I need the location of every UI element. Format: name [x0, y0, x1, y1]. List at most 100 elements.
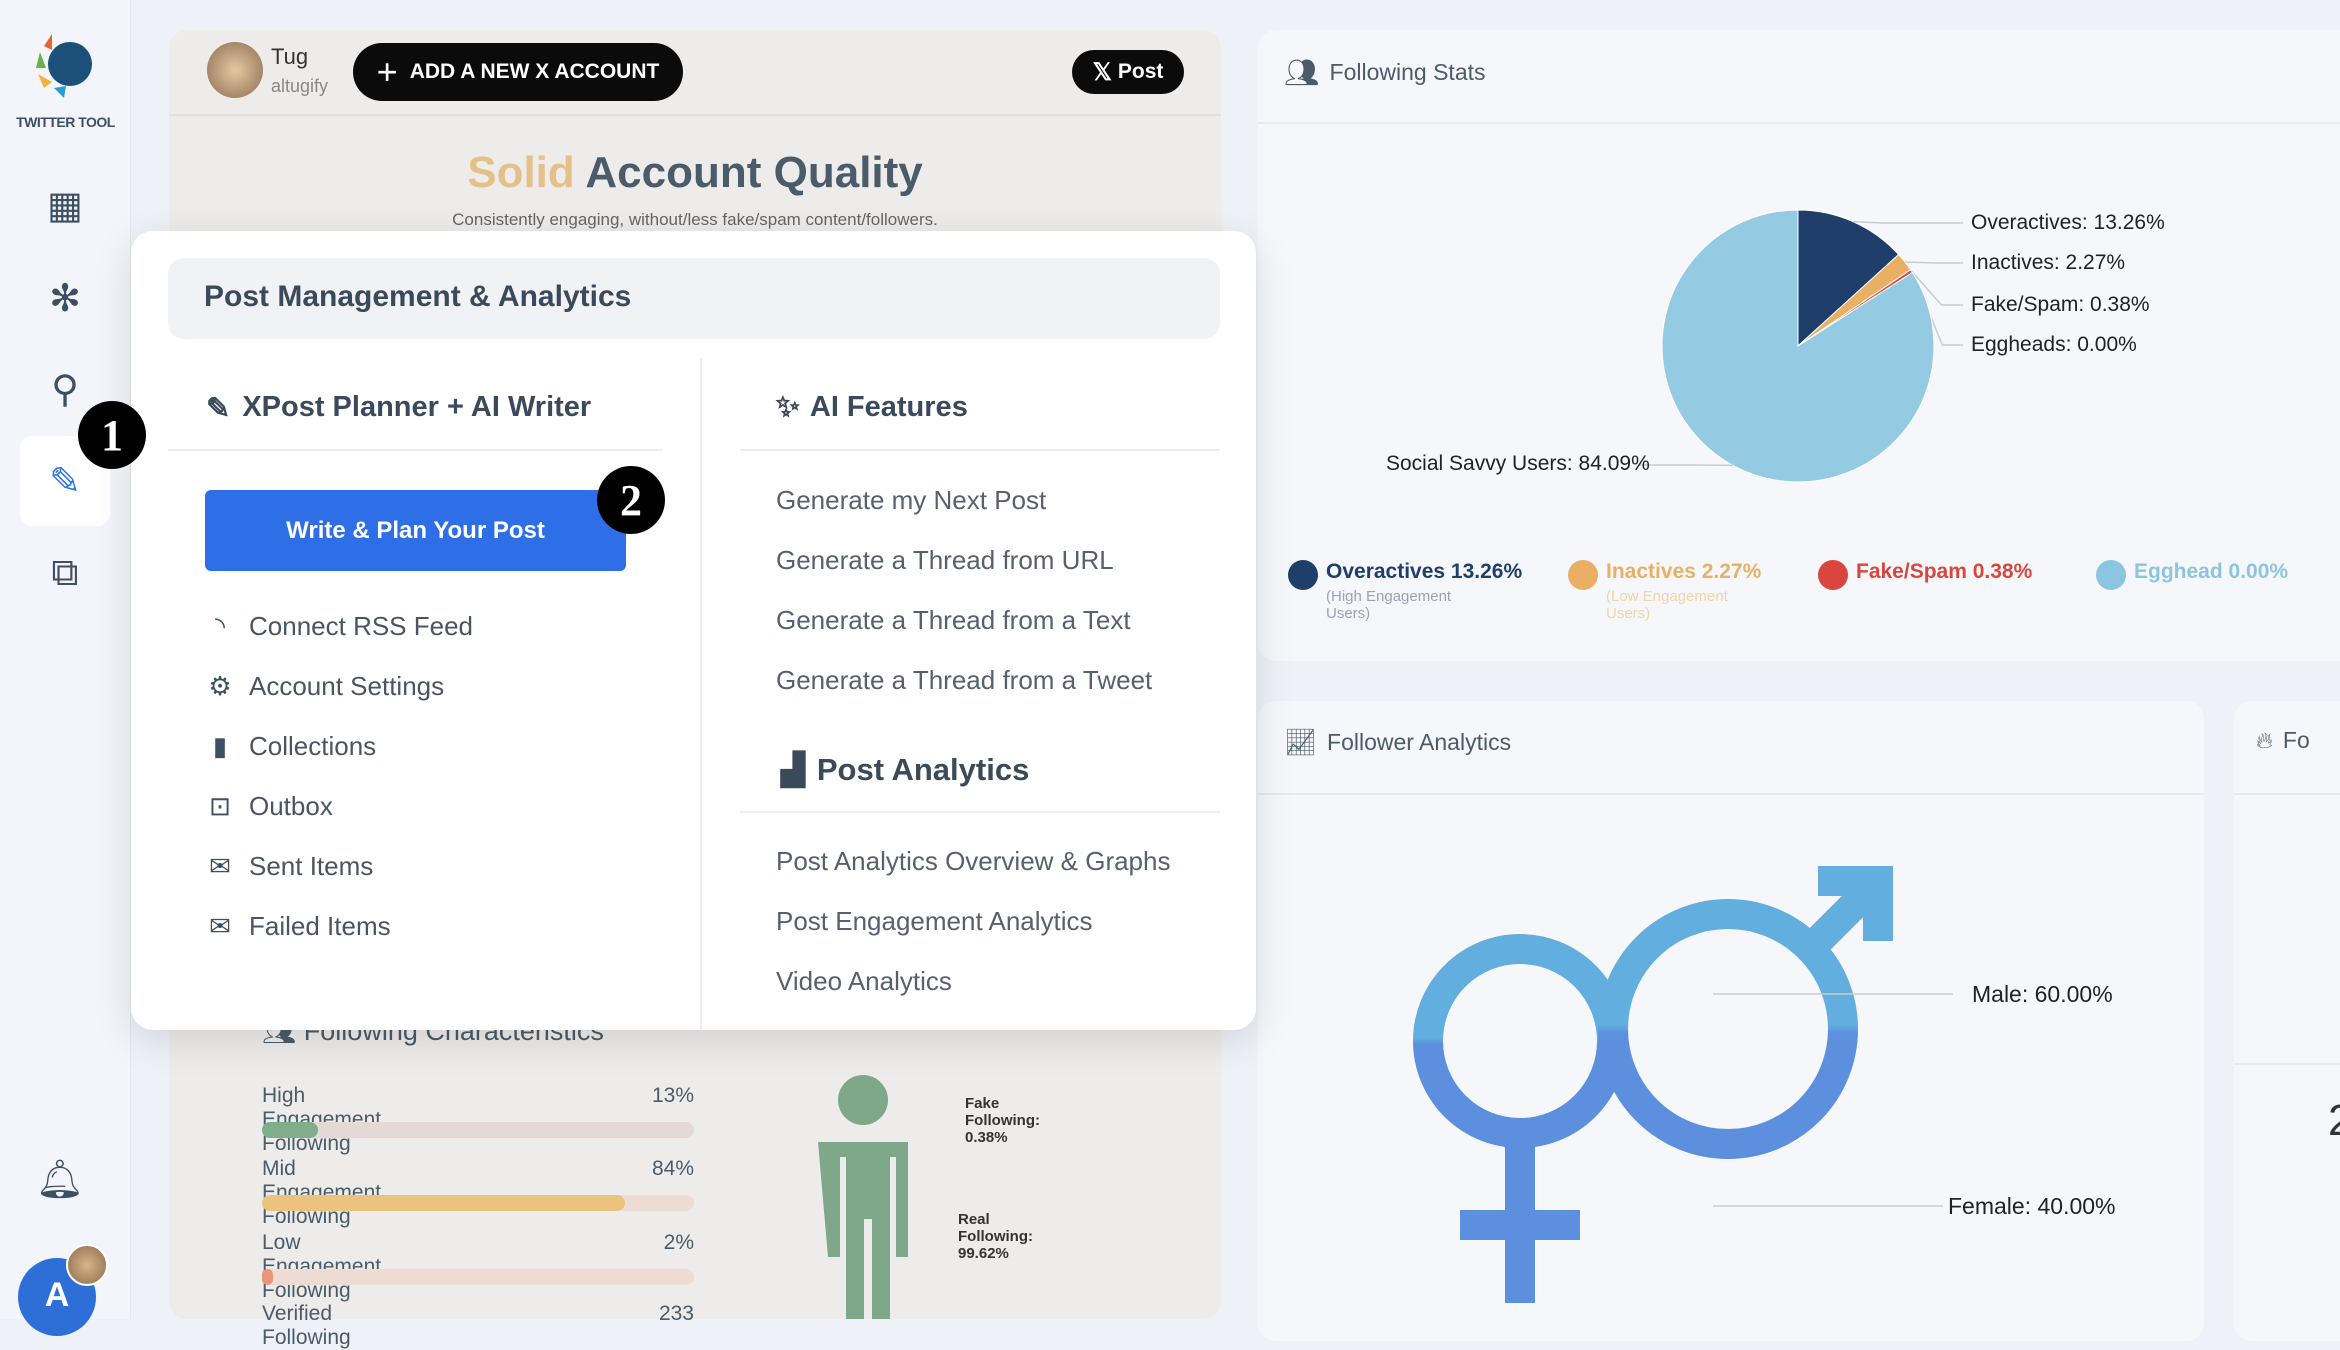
bookmark-icon: ▮ — [205, 731, 235, 762]
high-engagement-value: 13% — [600, 1084, 694, 1108]
divider — [740, 449, 1220, 451]
verified-value: 233 — [600, 1302, 694, 1326]
pie-label-fake: Fake/Spam: 0.38% — [1971, 293, 2150, 317]
high-engagement-fill — [262, 1122, 318, 1138]
pie-label-inactives: Inactives: 2.27% — [1971, 251, 2125, 275]
legend-item: Fake/Spam 0.38% — [1818, 560, 2032, 590]
legend-label: Inactives 2.27% — [1606, 560, 1761, 584]
gear-icon: ⚙ — [205, 671, 235, 702]
step-badge-2: 2 — [597, 466, 665, 534]
ai-feature-link[interactable]: Generate a Thread from a Tweet — [776, 665, 1152, 696]
egg-icon — [2096, 560, 2126, 590]
dashboard-icon[interactable]: ▦ — [20, 160, 110, 250]
ai-features-title: AI Features — [810, 391, 968, 424]
step-badge-1: 1 — [78, 401, 146, 469]
menu-item-collections[interactable]: ▮ Collections — [205, 731, 376, 762]
sidebar: TWITTER TOOL ▦ ✻ ⚲ ✎ ⧉ 🔔︎ A — [0, 0, 131, 1319]
mid-engagement-label: Mid Engagement Following — [262, 1157, 381, 1229]
bar-chart-icon: ▟ — [781, 752, 805, 788]
legend-sublabel: (Low Engagement Users) — [1606, 588, 1756, 622]
magic-wand-icon: ✨︎ — [776, 391, 800, 424]
menu-item-connect-rss-feed[interactable]: ◝ Connect RSS Feed — [205, 611, 473, 642]
menu-item-label: Account Settings — [249, 671, 444, 702]
third-card-title: Fo — [2283, 727, 2310, 754]
third-card: 🔥︎Fo 2 — [2234, 701, 2340, 1341]
sad-face-icon — [1568, 560, 1598, 590]
xpost-planner-title: XPost Planner + AI Writer — [242, 391, 591, 426]
rss-icon: ◝ — [205, 611, 235, 642]
ai-features-header: ✨︎ AI Features — [776, 391, 968, 424]
pen-icon: ✎ — [206, 391, 230, 426]
mid-engagement-value: 84% — [600, 1157, 694, 1181]
menu-item-label: Connect RSS Feed — [249, 611, 473, 642]
legend-item: Egghead 0.00% — [2096, 560, 2288, 590]
ai-feature-link[interactable]: Generate a Thread from a Text — [776, 605, 1131, 636]
divider — [169, 114, 1221, 116]
quality-word: Solid — [467, 148, 575, 197]
pie-label-social-savvy: Social Savvy Users: 84.09% — [1386, 452, 1650, 476]
legend-sublabel: (High Engagement Users) — [1326, 588, 1476, 622]
legend-item: Overactives 13.26%(High Engagement Users… — [1288, 560, 1522, 622]
menu-item-label: Outbox — [249, 791, 333, 822]
divider — [2234, 793, 2340, 795]
legend-label: Egghead 0.00% — [2134, 560, 2288, 584]
gender-symbols-icon — [1258, 701, 2204, 1341]
failed-mail-icon: ✉ — [205, 911, 235, 942]
post-analytics-title: Post Analytics — [817, 752, 1029, 788]
person-figure-icon — [800, 1070, 930, 1319]
account-handle: altugify — [271, 76, 328, 97]
account-avatar[interactable] — [207, 42, 263, 98]
female-label: Female: 40.00% — [1948, 1193, 2115, 1220]
x-logo-icon: 𝕏 — [1093, 58, 1112, 87]
high-engagement-bar — [262, 1122, 694, 1138]
divider — [740, 811, 1220, 813]
real-following-label: Real Following: 99.62% — [958, 1211, 1033, 1262]
third-card-header: 🔥︎Fo — [2256, 727, 2310, 754]
post-analytics-link[interactable]: Post Engagement Analytics — [776, 906, 1093, 937]
menu-item-outbox[interactable]: ⊡Outbox — [205, 791, 333, 822]
menu-item-label: Collections — [249, 731, 376, 762]
post-label: Post — [1118, 60, 1164, 84]
high-engagement-label: High Engagement Following — [262, 1084, 381, 1156]
menu-item-label: Failed Items — [249, 911, 391, 942]
third-card-value: 2 — [2328, 1096, 2340, 1146]
sent-mail-icon: ✉ — [205, 851, 235, 882]
ai-feature-link[interactable]: Generate a Thread from URL — [776, 545, 1114, 576]
male-label: Male: 60.00% — [1972, 981, 2113, 1008]
low-engagement-value: 2% — [600, 1231, 694, 1255]
post-analytics-link[interactable]: Post Analytics Overview & Graphs — [776, 846, 1170, 877]
low-engagement-label: Low Engagement Following — [262, 1231, 381, 1303]
logo[interactable] — [30, 26, 100, 101]
quality-heading: Account Quality — [585, 148, 922, 197]
quality-subtitle: Consistently engaging, without/less fake… — [169, 210, 1221, 230]
quality-title: Solid Account Quality — [169, 148, 1221, 198]
add-account-button[interactable]: +ADD A NEW X ACCOUNT — [353, 43, 683, 101]
pie-leader-line — [1905, 262, 1963, 263]
divider — [2234, 1063, 2340, 1065]
write-plan-post-button[interactable]: Write & Plan Your Post — [205, 490, 626, 571]
menu-item-sent-items[interactable]: ✉ Sent Items — [205, 851, 373, 882]
pie-label-eggheads: Eggheads: 0.00% — [1971, 333, 2137, 357]
mid-engagement-bar — [262, 1195, 694, 1211]
menu-item-failed-items[interactable]: ✉ Failed Items — [205, 911, 391, 942]
menu-item-account-settings[interactable]: ⚙ Account Settings — [205, 671, 444, 702]
menu-title: Post Management & Analytics — [168, 258, 1220, 339]
post-management-menu: Post Management & Analytics ✎ XPost Plann… — [131, 231, 1256, 1030]
copy-icon[interactable]: ⧉ — [20, 528, 110, 618]
pie-leader-line — [1853, 222, 1963, 223]
plus-icon: + — [377, 51, 398, 93]
mid-engagement-fill — [262, 1195, 625, 1211]
ai-feature-link[interactable]: Generate my Next Post — [776, 485, 1046, 516]
low-engagement-bar — [262, 1269, 694, 1285]
bell-icon[interactable]: 🔔︎ — [15, 1135, 105, 1225]
xpost-planner-header: ✎ XPost Planner + AI Writer — [206, 391, 591, 426]
divider — [168, 449, 663, 451]
post-analytics-link[interactable]: Video Analytics — [776, 966, 952, 997]
menu-item-label: Sent Items — [249, 851, 373, 882]
head-gear-icon — [1288, 560, 1318, 590]
network-icon[interactable]: ✻ — [20, 253, 110, 343]
verified-label: Verified Following — [262, 1302, 351, 1350]
logo-text: TWITTER TOOL — [0, 114, 131, 130]
legend-item: Inactives 2.27% (Low Engagement Users) — [1568, 560, 1761, 622]
